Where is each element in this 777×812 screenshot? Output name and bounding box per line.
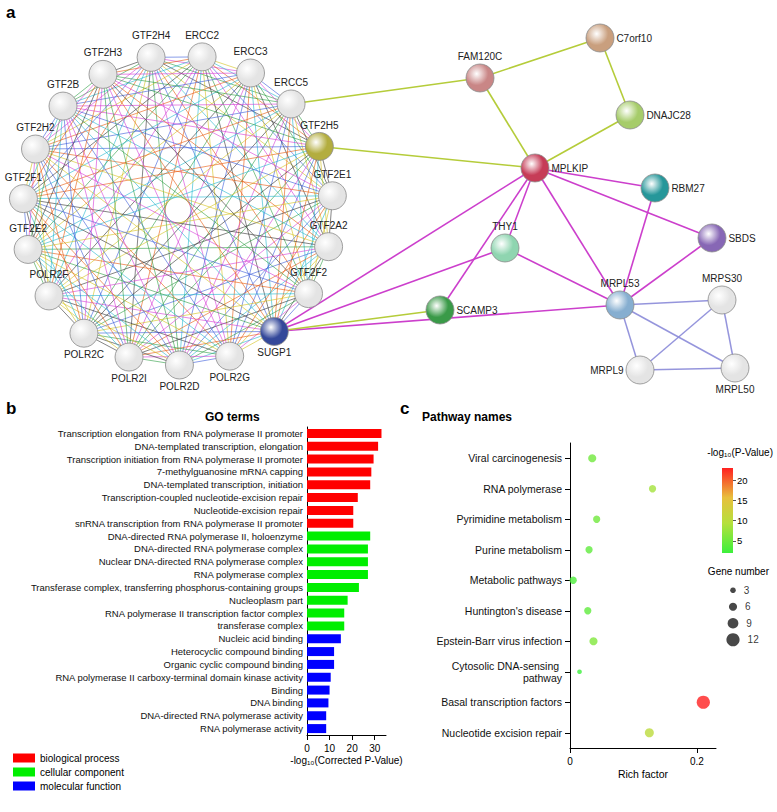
svg-text:ERCC5: ERCC5 [274, 77, 308, 88]
svg-text:POLR2C: POLR2C [64, 349, 104, 360]
svg-text:Pyrimidine metabolism: Pyrimidine metabolism [456, 513, 562, 525]
svg-text:MRPL50: MRPL50 [716, 384, 755, 395]
svg-text:C7orf10: C7orf10 [616, 33, 652, 44]
svg-text:POLR2I: POLR2I [111, 373, 147, 384]
svg-text:9: 9 [746, 618, 752, 629]
svg-text:Transcription-coupled nucleoti: Transcription-coupled nucleotide-excisio… [102, 492, 303, 503]
svg-text:MRPS30: MRPS30 [702, 273, 742, 284]
svg-text:POLR2G: POLR2G [209, 372, 250, 383]
svg-text:RNA polymerase II transcriptio: RNA polymerase II transcription factor c… [105, 608, 303, 619]
svg-text:GTF2H5: GTF2H5 [300, 120, 339, 131]
svg-text:DNA binding: DNA binding [250, 697, 303, 708]
svg-text:6: 6 [745, 601, 751, 612]
svg-text:GTF2H2: GTF2H2 [16, 122, 55, 133]
svg-text:DNA-templated transcription, i: DNA-templated transcription, initiation [144, 479, 303, 490]
svg-text:Epstein-Barr virus infection: Epstein-Barr virus infection [437, 635, 563, 647]
svg-text:cellular component: cellular component [40, 767, 124, 778]
svg-text:Heterocyclic compound binding: Heterocyclic compound binding [171, 646, 303, 657]
svg-text:Nucleic acid binding: Nucleic acid binding [219, 633, 304, 644]
svg-text:5: 5 [737, 535, 742, 546]
svg-text:20: 20 [737, 475, 748, 486]
svg-text:Purine metabolism: Purine metabolism [475, 544, 562, 556]
svg-text:RNA polymerase: RNA polymerase [483, 483, 562, 495]
svg-text:-log₁₀(Corrected P-Value): -log₁₀(Corrected P-Value) [290, 755, 402, 766]
svg-text:20: 20 [347, 743, 359, 754]
svg-text:ERCC3: ERCC3 [234, 46, 268, 57]
svg-text:GO terms: GO terms [205, 410, 260, 424]
svg-text:Transcription elongation from: Transcription elongation from RNA polyme… [58, 428, 303, 439]
svg-text:GTF2E1: GTF2E1 [313, 169, 351, 180]
svg-text:DNAJC28: DNAJC28 [646, 110, 691, 121]
svg-text:GTF2H4: GTF2H4 [132, 30, 171, 41]
svg-text:MRPL9: MRPL9 [590, 365, 624, 376]
svg-text:Huntington's disease: Huntington's disease [465, 605, 562, 617]
svg-text:DNA-directed RNA polymerase II: DNA-directed RNA polymerase II, holoenzy… [108, 531, 303, 542]
svg-text:GTF2H3: GTF2H3 [84, 47, 123, 58]
svg-text:RBM27: RBM27 [671, 183, 705, 194]
svg-text:15: 15 [737, 495, 748, 506]
svg-text:MRPL53: MRPL53 [601, 278, 640, 289]
svg-text:GTF2F2: GTF2F2 [290, 267, 328, 278]
svg-text:0.2: 0.2 [690, 756, 704, 767]
svg-text:c: c [400, 399, 409, 418]
svg-text:3: 3 [744, 585, 750, 596]
svg-text:Transcription initiation from: Transcription initiation from RNA polyme… [67, 454, 303, 465]
svg-text:10: 10 [737, 515, 748, 526]
svg-text:10: 10 [324, 743, 336, 754]
svg-text:snRNA transcription from RNA p: snRNA transcription from RNA polymerase … [75, 518, 303, 529]
svg-text:molecular function: molecular function [40, 781, 121, 792]
svg-text:Nuclear DNA-directed RNA polym: Nuclear DNA-directed RNA polymerase comp… [99, 556, 304, 567]
svg-text:30: 30 [369, 743, 381, 754]
svg-text:POLR2D: POLR2D [159, 381, 199, 392]
svg-text:biological process: biological process [40, 753, 120, 764]
svg-text:GTF2F1: GTF2F1 [5, 172, 43, 183]
svg-text:FAM120C: FAM120C [458, 51, 502, 62]
svg-text:SBDS: SBDS [728, 233, 756, 244]
svg-text:Basal transcription factors: Basal transcription factors [441, 696, 562, 708]
svg-text:GTF2A2: GTF2A2 [310, 220, 348, 231]
svg-text:Metabolic pathways: Metabolic pathways [470, 574, 562, 586]
svg-text:Viral carcinogenesis: Viral carcinogenesis [468, 452, 562, 464]
svg-text:b: b [6, 399, 16, 418]
svg-text:0: 0 [567, 756, 573, 767]
svg-text:RNA polymerase activity: RNA polymerase activity [200, 723, 303, 734]
svg-text:Organic cyclic compound bindin: Organic cyclic compound binding [164, 659, 303, 670]
svg-text:Nucleoplasm part: Nucleoplasm part [229, 595, 303, 606]
svg-text:a: a [6, 3, 16, 22]
svg-text:RNA polymerase complex: RNA polymerase complex [194, 569, 304, 580]
svg-text:ERCC2: ERCC2 [185, 30, 219, 41]
svg-text:Cytosolic DNA-sensing: Cytosolic DNA-sensing [452, 660, 562, 672]
svg-text:SCAMP3: SCAMP3 [456, 305, 498, 316]
svg-text:Transferase complex, transferr: Transferase complex, transferring phosph… [31, 582, 303, 593]
svg-text:pathway: pathway [523, 672, 563, 684]
svg-text:SUGP1: SUGP1 [257, 347, 291, 358]
svg-text:7-methylguanosine mRNA capping: 7-methylguanosine mRNA capping [157, 466, 303, 477]
svg-text:DNA-directed RNA polymerase co: DNA-directed RNA polymerase complex [134, 543, 303, 554]
svg-text:Nucleotide-excision repair: Nucleotide-excision repair [194, 505, 303, 516]
svg-text:MPLKIP: MPLKIP [551, 163, 588, 174]
svg-text:0: 0 [304, 743, 310, 754]
svg-text:RNA polymerase II carboxy-term: RNA polymerase II carboxy-terminal domai… [55, 672, 303, 683]
svg-text:transferase complex: transferase complex [217, 620, 303, 631]
svg-text:Rich factor: Rich factor [618, 768, 669, 780]
svg-text:POLR2F: POLR2F [30, 269, 69, 280]
svg-text:THY1: THY1 [492, 221, 518, 232]
svg-text:DNA-directed RNA polymerase ac: DNA-directed RNA polymerase activity [140, 710, 303, 721]
svg-text:GTF2E2: GTF2E2 [9, 223, 47, 234]
svg-text:DNA-templated transcription, e: DNA-templated transcription, elongation [135, 441, 303, 452]
svg-text:-log₁₀(P-Value): -log₁₀(P-Value) [707, 447, 773, 458]
svg-text:Pathway names: Pathway names [422, 410, 512, 424]
svg-text:12: 12 [748, 634, 760, 645]
svg-text:Gene number: Gene number [708, 566, 770, 577]
svg-text:Binding: Binding [271, 685, 303, 696]
svg-text:Nucleotide excision repair: Nucleotide excision repair [442, 727, 563, 739]
svg-text:GTF2B: GTF2B [47, 79, 80, 90]
